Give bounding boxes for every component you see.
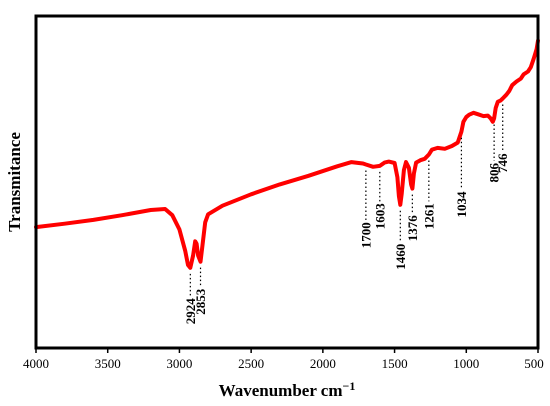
peak-label: 806 (487, 163, 502, 183)
x-axis-label: Wavenumber cm−1 (219, 379, 356, 400)
peak-label: 2853 (193, 288, 208, 315)
plot-frame (34, 14, 540, 350)
x-tick-label: 1000 (453, 356, 479, 371)
x-tick-label: 3500 (95, 356, 121, 371)
peak-label: 1261 (421, 203, 436, 229)
y-axis-label: Transmitance (5, 132, 24, 232)
x-tick-label: 2500 (238, 356, 264, 371)
peak-label: 1700 (358, 222, 373, 248)
x-tick-label: 500 (524, 356, 544, 371)
x-tick-label: 1500 (382, 356, 408, 371)
plot-area (34, 38, 540, 270)
x-axis-ticks: 4000 3500 3000 2500 2000 1500 1000 500 (23, 348, 544, 371)
x-tick-label: 2000 (310, 356, 336, 371)
x-axis-label-superscript: −1 (343, 379, 356, 393)
x-tick-label: 4000 (23, 356, 49, 371)
x-axis-label-main: Wavenumber cm (219, 381, 343, 400)
peak-label: 2924 (183, 298, 198, 325)
peak-label: 1460 (393, 244, 408, 270)
peak-label: 746 (495, 153, 510, 173)
peak-label: 1034 (454, 191, 469, 218)
peak-label: 1603 (372, 203, 387, 230)
spectrum-line (34, 38, 540, 270)
x-tick-label: 3000 (166, 356, 192, 371)
peak-label: 1376 (405, 215, 420, 242)
